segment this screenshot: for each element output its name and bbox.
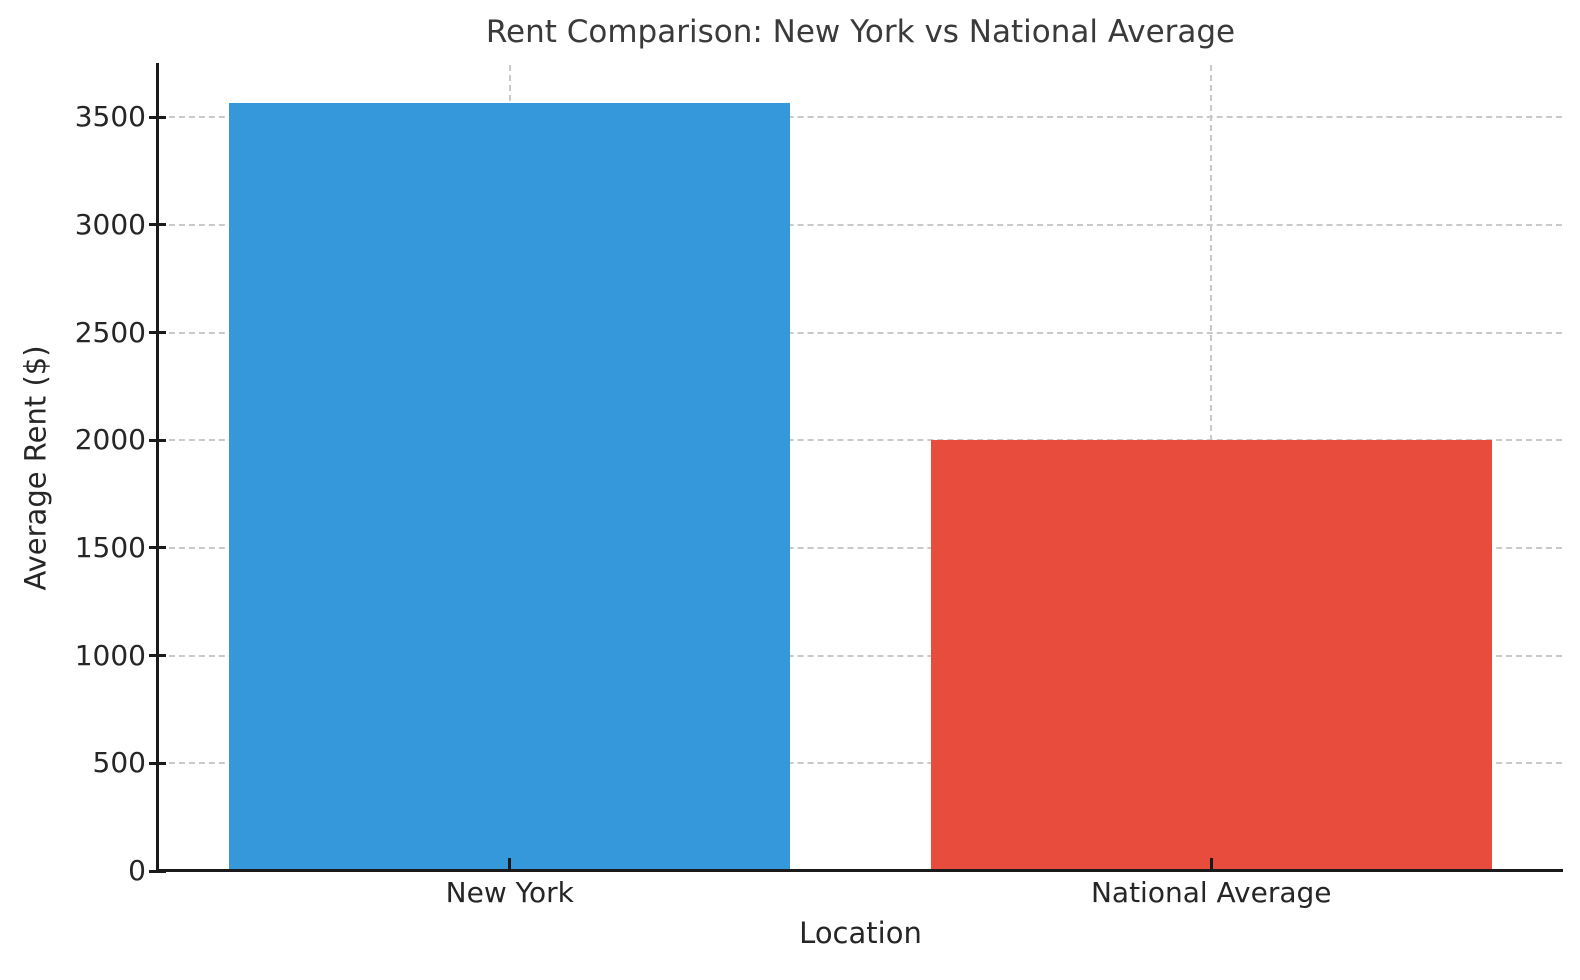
plot-area	[159, 65, 1562, 871]
y-tick-label-3000: 3000	[74, 207, 146, 241]
y-tick-label-1500: 1500	[74, 530, 146, 564]
y-tick-mark-3000	[149, 223, 166, 227]
y-tick-label-3500: 3500	[74, 100, 146, 134]
y-tick-label-1000: 1000	[74, 638, 146, 672]
y-tick-label-0: 0	[128, 854, 146, 887]
y-tick-mark-0	[149, 869, 166, 873]
x-tick-mark-national-average	[1209, 858, 1213, 872]
y-tick-mark-3500	[149, 115, 166, 119]
bar-new-york	[229, 103, 791, 871]
x-tick-label-national-average: National Average	[1090, 876, 1332, 909]
x-axis-spine	[156, 869, 1563, 872]
x-tick-mark-new-york	[508, 858, 512, 872]
x-axis-label: Location	[799, 916, 922, 950]
y-tick-mark-1500	[149, 546, 166, 550]
gridline-y-2500	[159, 331, 1562, 334]
y-tick-mark-2500	[149, 331, 166, 335]
gridline-y-3500	[159, 116, 1562, 119]
gridline-y-1000	[159, 654, 1562, 657]
gridline-y-1500	[159, 546, 1562, 549]
chart-title: Rent Comparison: New York vs National Av…	[485, 14, 1236, 50]
bar-national-average	[930, 440, 1492, 871]
y-tick-mark-500	[149, 761, 166, 765]
gridline-y-3000	[159, 223, 1562, 226]
x-tick-label-new-york: New York	[445, 876, 574, 909]
y-tick-label-500: 500	[92, 746, 146, 780]
gridline-y-500	[159, 762, 1562, 765]
y-tick-mark-1000	[149, 654, 166, 658]
gridline-y-2000	[159, 439, 1562, 442]
y-tick-mark-2000	[149, 438, 166, 442]
y-axis-spine	[156, 63, 159, 873]
y-tick-label-2500: 2500	[74, 315, 146, 349]
y-tick-label-2000: 2000	[74, 423, 146, 457]
